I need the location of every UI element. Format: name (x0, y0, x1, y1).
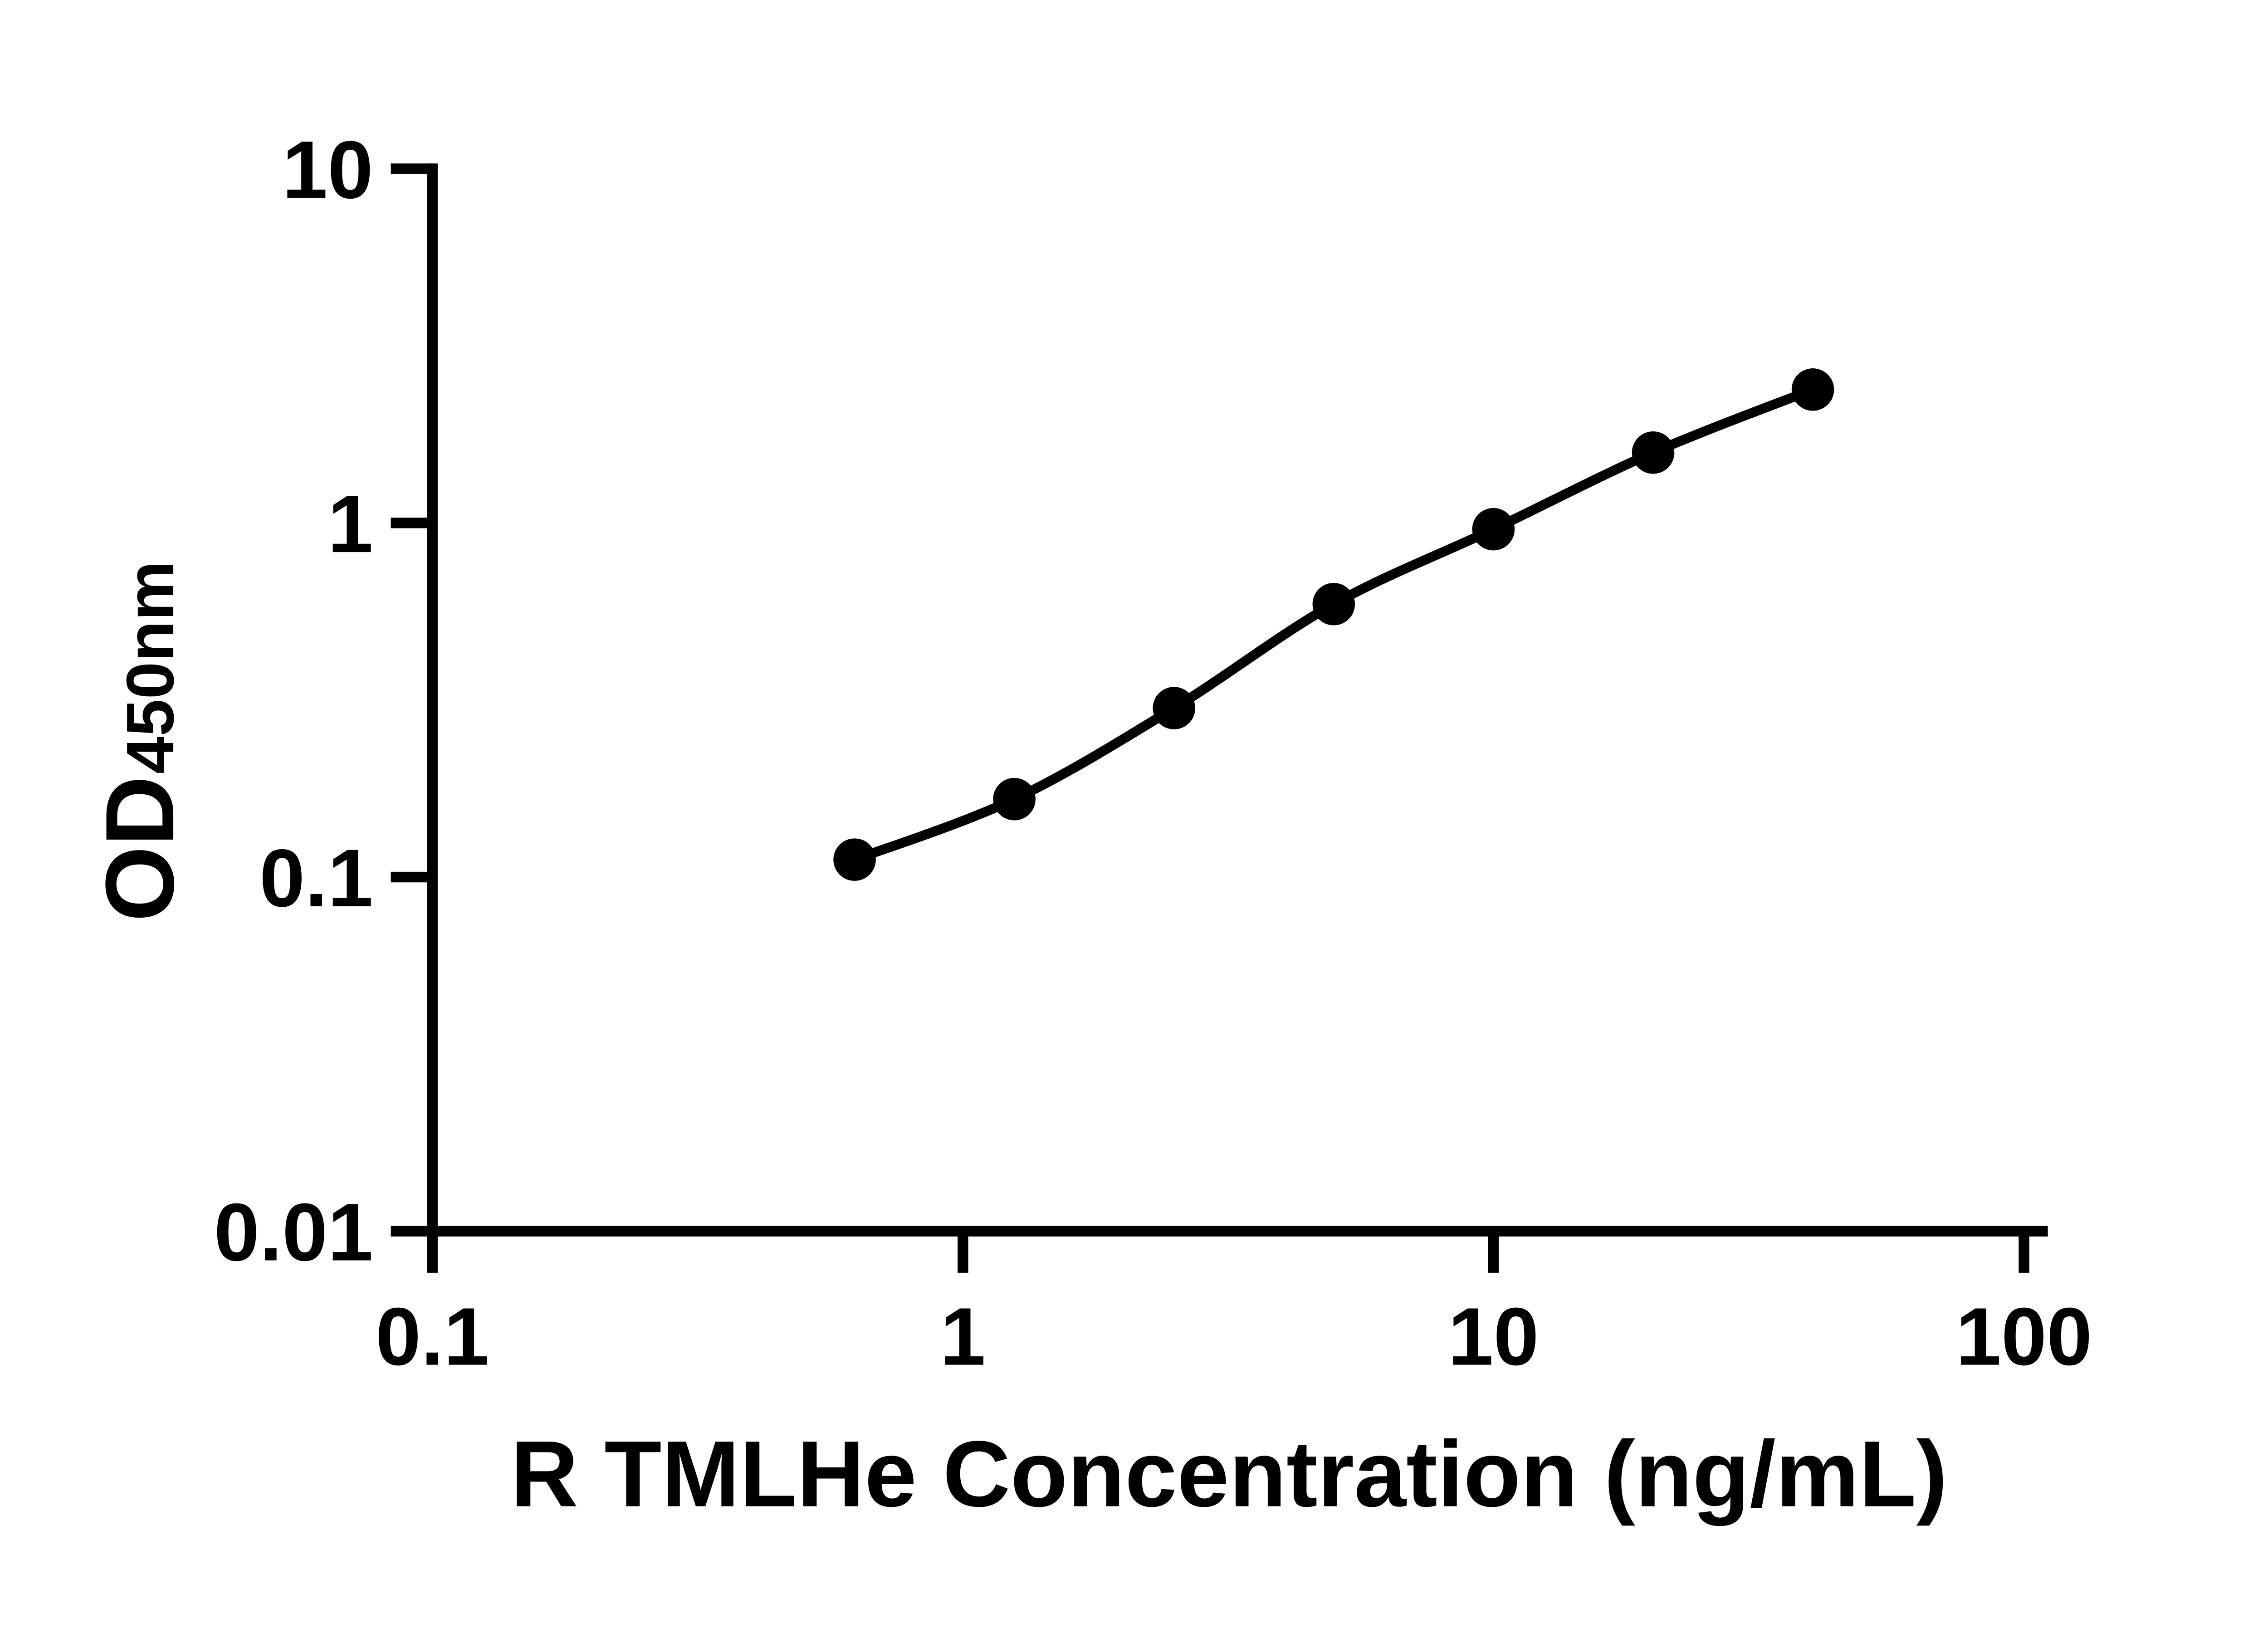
x-tick-label: 10 (1448, 1291, 1539, 1383)
x-axis-title: R TMLHe Concentration (ng/mL) (511, 1421, 1948, 1526)
y-tick-label: 10 (282, 124, 373, 215)
y-axis-ticks (391, 163, 433, 1237)
y-tick-label: 1 (327, 479, 373, 570)
x-axis-ticks (427, 1231, 2029, 1273)
axis-lines (427, 163, 2048, 1237)
data-point (993, 777, 1036, 821)
y-axis-title: OD 450nm (86, 561, 194, 922)
data-points (833, 368, 1834, 881)
plot-area (833, 368, 1834, 881)
y-tick-label: 0.01 (214, 1187, 373, 1278)
data-point (833, 838, 876, 881)
data-point (1632, 431, 1675, 474)
x-tick-label: 1 (940, 1291, 986, 1383)
data-point (1312, 582, 1355, 626)
x-axis-tick-labels: 0.1 1 10 100 (376, 1291, 2092, 1383)
y-tick-label: 0.1 (259, 833, 373, 924)
y-axis-title-main: OD (86, 776, 194, 922)
data-point (1472, 508, 1515, 551)
y-axis-tick-labels: 10 1 0.1 0.01 (214, 124, 373, 1278)
data-point (1153, 687, 1196, 729)
x-tick-label: 100 (1956, 1291, 2092, 1383)
y-axis-title-subscript: 450nm (113, 561, 188, 774)
data-point (1791, 368, 1834, 411)
axes (427, 163, 2048, 1237)
x-tick-label: 0.1 (376, 1291, 489, 1383)
